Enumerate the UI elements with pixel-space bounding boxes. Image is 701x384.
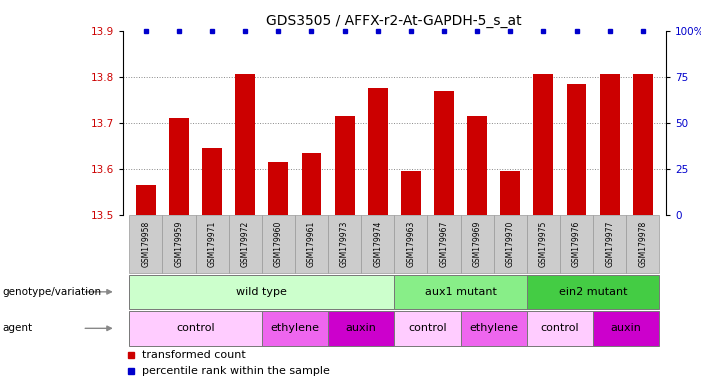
Bar <box>236 74 255 215</box>
Bar <box>394 215 428 273</box>
Bar <box>169 118 189 215</box>
Bar <box>394 311 461 346</box>
Bar <box>163 215 196 273</box>
Title: GDS3505 / AFFX-r2-At-GAPDH-5_s_at: GDS3505 / AFFX-r2-At-GAPDH-5_s_at <box>266 14 522 28</box>
Bar <box>129 215 163 273</box>
Text: GSM179967: GSM179967 <box>440 221 449 267</box>
Bar <box>196 215 229 273</box>
Text: GSM179977: GSM179977 <box>605 221 614 267</box>
Text: GSM179970: GSM179970 <box>505 221 515 267</box>
Text: control: control <box>176 323 215 333</box>
Text: aux1 mutant: aux1 mutant <box>425 287 496 297</box>
Text: GSM179959: GSM179959 <box>175 221 184 267</box>
Text: GSM179976: GSM179976 <box>572 221 581 267</box>
Text: GSM179973: GSM179973 <box>340 221 349 267</box>
Bar <box>633 74 653 215</box>
Bar <box>268 162 288 215</box>
Bar <box>626 215 660 273</box>
Bar <box>593 311 660 346</box>
Text: GSM179978: GSM179978 <box>639 221 647 267</box>
Text: ethylene: ethylene <box>271 323 320 333</box>
Bar <box>566 84 587 215</box>
Bar <box>295 215 328 273</box>
Text: ethylene: ethylene <box>469 323 518 333</box>
Text: GSM179974: GSM179974 <box>373 221 382 267</box>
Bar <box>527 311 593 346</box>
Text: GSM179963: GSM179963 <box>407 221 416 267</box>
Bar <box>461 215 494 273</box>
Bar <box>593 215 626 273</box>
Bar <box>434 91 454 215</box>
Bar <box>202 148 222 215</box>
Text: transformed count: transformed count <box>142 350 245 360</box>
Bar <box>533 74 553 215</box>
Bar <box>599 74 620 215</box>
Text: GSM179958: GSM179958 <box>142 221 150 267</box>
Text: agent: agent <box>2 323 32 333</box>
Text: GSM179971: GSM179971 <box>207 221 217 267</box>
Bar <box>560 215 593 273</box>
Bar <box>428 215 461 273</box>
Bar <box>368 88 388 215</box>
Text: GSM179975: GSM179975 <box>539 221 548 267</box>
Bar <box>301 153 322 215</box>
Bar <box>527 215 560 273</box>
Text: GSM179960: GSM179960 <box>274 221 283 267</box>
Text: genotype/variation: genotype/variation <box>2 287 101 297</box>
Bar <box>461 311 527 346</box>
Text: GSM179961: GSM179961 <box>307 221 316 267</box>
Text: control: control <box>540 323 579 333</box>
Bar <box>129 311 261 346</box>
Text: GSM179969: GSM179969 <box>472 221 482 267</box>
Bar <box>129 275 394 309</box>
Text: wild type: wild type <box>236 287 287 297</box>
Bar <box>494 215 527 273</box>
Bar <box>394 275 527 309</box>
Bar <box>501 171 520 215</box>
Bar <box>467 116 487 215</box>
Bar <box>527 275 660 309</box>
Bar <box>361 215 394 273</box>
Text: GSM179972: GSM179972 <box>240 221 250 267</box>
Bar <box>401 171 421 215</box>
Bar <box>136 185 156 215</box>
Text: auxin: auxin <box>346 323 376 333</box>
Bar <box>261 215 295 273</box>
Bar <box>334 116 355 215</box>
Text: auxin: auxin <box>611 323 641 333</box>
Bar <box>261 311 328 346</box>
Bar <box>328 311 394 346</box>
Bar <box>229 215 261 273</box>
Text: ein2 mutant: ein2 mutant <box>559 287 627 297</box>
Bar <box>328 215 361 273</box>
Text: control: control <box>408 323 447 333</box>
Text: percentile rank within the sample: percentile rank within the sample <box>142 366 329 376</box>
